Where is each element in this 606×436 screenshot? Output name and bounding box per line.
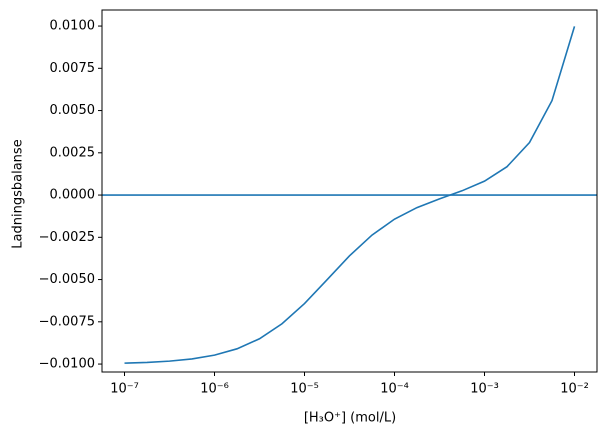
- x-axis-label: [H₃O⁺] (mol/L): [304, 411, 396, 426]
- x-tick-label: 10⁻⁴: [380, 382, 409, 397]
- y-tick-label: −0.0100: [39, 357, 95, 372]
- y-tick-label: −0.0025: [39, 230, 95, 245]
- y-tick-label: −0.0075: [39, 314, 95, 329]
- y-tick-label: 0.0075: [50, 61, 96, 76]
- y-axis-label: Ladningsbalanse: [11, 139, 26, 248]
- y-tick-label: −0.0050: [39, 272, 95, 287]
- x-tick-label: 10⁻⁵: [290, 382, 319, 397]
- x-tick-label: 10⁻⁶: [200, 382, 229, 397]
- x-tick-label: 10⁻⁷: [110, 382, 139, 397]
- x-tick-label: 10⁻²: [560, 382, 589, 397]
- x-tick-label: 10⁻³: [470, 382, 499, 397]
- y-tick-label: 0.0050: [50, 103, 96, 118]
- y-tick-label: 0.0025: [50, 145, 96, 160]
- y-tick-label: 0.0100: [50, 19, 96, 34]
- data-line: [124, 26, 576, 364]
- plot-frame: [101, 9, 598, 373]
- y-tick-label: 0.0000: [50, 188, 96, 203]
